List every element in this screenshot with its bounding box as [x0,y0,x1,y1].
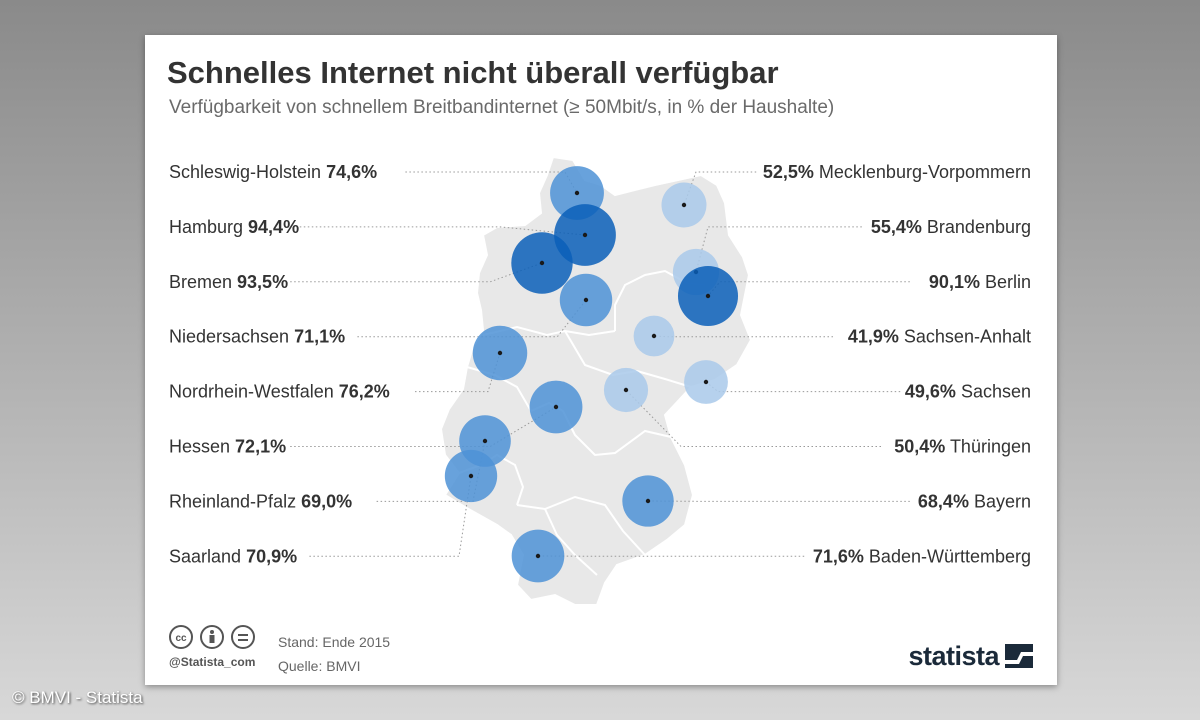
label-value-schleswig-holstein: 74,6% [326,162,377,182]
logo-text: statista [908,640,999,671]
bubble-dot-nordrhein-westfalen [497,350,503,356]
label-value-mecklenburg-vorpommern: 52,5% [763,162,814,182]
bubble-dot-hamburg [582,232,588,238]
state-border-5 [562,410,672,457]
label-bremen: Bremen 93,5% [169,272,288,292]
bubble-dot-thueringen [623,387,629,393]
svg-text:cc: cc [175,633,187,644]
label-name-hessen: Hessen [169,437,235,457]
label-baden-wuerttemberg: 71,6% Baden-Württemberg [813,546,1031,566]
bubble-dot-saarland [468,473,474,479]
label-name-hamburg: Hamburg [169,217,248,237]
bubble-dot-rheinland-pfalz [482,438,488,444]
bubble-dot-berlin [705,293,711,299]
cc-icon: cc [169,625,193,649]
leader-schleswig-holstein [405,171,578,194]
label-value-sachsen: 49,6% [905,382,956,402]
label-brandenburg: 55,4% Brandenburg [871,217,1031,237]
bubble-map-chart: Schleswig-Holstein 74,6% Hamburg 94,4% Bre… [169,155,1031,606]
license-icons: cc [169,625,259,656]
leader-thueringen [625,389,881,447]
label-value-rheinland-pfalz: 69,0% [301,491,352,511]
label-value-bayern: 68,4% [918,491,969,511]
label-value-niedersachsen: 71,1% [294,327,345,347]
stand-text: Stand: Ende 2015 [278,634,391,650]
leader-saarland [309,475,472,557]
bubble-dot-bremen [539,260,545,266]
label-value-thueringen: 50,4% [894,437,945,457]
bubble-dot-bayern [645,498,651,504]
state-border-7 [636,370,692,388]
label-name-bayern: Bayern [969,491,1031,511]
label-niedersachsen: Niedersachsen 71,1% [169,327,345,347]
bubble-dot-niedersachsen [583,297,589,303]
leader-nordrhein-westfalen [415,352,501,393]
label-thueringen: 50,4% Thüringen [894,437,1031,457]
bubble-dot-baden-wuerttemberg [535,553,541,559]
state-border-8 [544,508,598,576]
infographic-card: Schnelles Internet nicht überall verfügb… [145,35,1057,685]
label-schleswig-holstein: Schleswig-Holstein 74,6% [169,162,377,182]
statista-handle: @Statista_com [169,655,256,669]
bubbles [444,166,739,583]
label-name-baden-wuerttemberg: Baden-Württemberg [864,546,1031,566]
label-name-mecklenburg-vorpommern: Mecklenburg-Vorpommern [814,162,1031,182]
label-name-schleswig-holstein: Schleswig-Holstein [169,162,326,182]
label-name-sachsen: Sachsen [956,382,1031,402]
label-name-sachsen-anhalt: Sachsen-Anhalt [899,327,1031,347]
statista-logo[interactable]: statista [908,641,1033,671]
copyright-watermark: © BMVI - Statista [12,688,143,707]
source-info: Stand: Ende 2015 Quelle: BMVI [278,630,390,678]
statista-logo-icon [1005,644,1033,668]
label-name-bremen: Bremen [169,272,237,292]
label-name-niedersachsen: Niedersachsen [169,327,294,347]
leader-sachsen [705,381,901,393]
label-name-thueringen: Thüringen [945,437,1031,457]
label-nordrhein-westfalen: Nordrhein-Westfalen 76,2% [169,382,390,402]
label-value-bremen: 93,5% [237,272,288,292]
bubble-dot-mecklenburg-vorpommern [681,202,687,208]
label-value-berlin: 90,1% [929,272,980,292]
label-hessen: Hessen 72,1% [169,437,286,457]
leader-niedersachsen [357,299,587,338]
label-value-saarland: 70,9% [246,546,297,566]
attribution-icon [200,625,224,649]
label-name-berlin: Berlin [980,272,1031,292]
label-name-saarland: Saarland [169,546,246,566]
bubble-dot-sachsen-anhalt [651,333,657,339]
label-value-brandenburg: 55,4% [871,217,922,237]
no-derivatives-icon [231,625,255,649]
label-bayern: 68,4% Bayern [918,491,1031,511]
label-value-hessen: 72,1% [235,437,286,457]
label-value-baden-wuerttemberg: 71,6% [813,546,864,566]
label-name-brandenburg: Brandenburg [922,217,1031,237]
state-labels: Schleswig-Holstein 74,6% Hamburg 94,4% Bre… [169,162,1031,566]
label-sachsen: 49,6% Sachsen [905,382,1031,402]
label-saarland: Saarland 70,9% [169,546,297,566]
label-name-rheinland-pfalz: Rheinland-Pfalz [169,491,301,511]
label-name-nordrhein-westfalen: Nordrhein-Westfalen [169,382,339,402]
bubble-dot-hessen [553,404,559,410]
state-border-6 [516,495,646,556]
label-rheinland-pfalz: Rheinland-Pfalz 69,0% [169,491,352,511]
leader-mecklenburg-vorpommern [683,171,757,206]
label-berlin: 90,1% Berlin [929,272,1031,292]
label-sachsen-anhalt: 41,9% Sachsen-Anhalt [848,327,1031,347]
label-mecklenburg-vorpommern: 52,5% Mecklenburg-Vorpommern [763,162,1031,182]
chart-subtitle: Verfügbarkeit von schnellem Breitbandint… [169,97,835,118]
quelle-text: Quelle: BMVI [278,658,361,674]
label-value-nordrhein-westfalen: 76,2% [339,382,390,402]
label-value-hamburg: 94,4% [248,217,299,237]
bubble-dot-sachsen [703,379,709,385]
label-hamburg: Hamburg 94,4% [169,217,299,237]
label-value-sachsen-anhalt: 41,9% [848,327,899,347]
bubble-dot-schleswig-holstein [574,190,580,196]
chart-title: Schnelles Internet nicht überall verfügb… [167,55,779,90]
